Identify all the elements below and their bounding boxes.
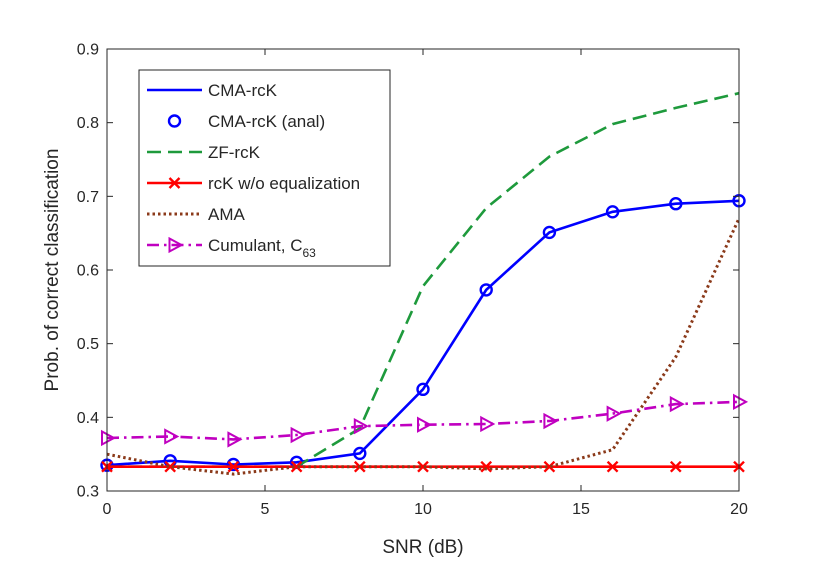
legend-label-0: CMA-rcK [208, 81, 278, 100]
legend-marker-5 [168, 236, 184, 254]
legend-item-2: ZF-rcK [147, 143, 261, 162]
x-tick-label-0: 0 [103, 501, 112, 518]
legend-item-3: rcK w/o equalization [147, 174, 360, 193]
series-layer [100, 91, 749, 476]
series-5-point-10 [733, 393, 749, 411]
series-4 [106, 217, 741, 476]
series-3-point-3 [290, 460, 303, 473]
series-5-point-4 [353, 417, 369, 435]
legend-box [138, 69, 391, 267]
legend-label-4: AMA [208, 205, 246, 224]
series-3-point-1 [164, 460, 177, 473]
y-tick-label-3: 0.6 [77, 263, 99, 280]
series-line-5 [106, 400, 740, 441]
series-3-point-8 [606, 460, 619, 473]
legend-label-text-3: rcK w/o equalization [208, 174, 360, 193]
series-5-point-3 [290, 426, 306, 444]
series-5-point-7 [543, 412, 559, 430]
legend-label-text-4: AMA [208, 205, 246, 224]
series-0 [106, 199, 740, 467]
series-5-point-9 [669, 395, 685, 413]
y-tick-label-2: 0.5 [77, 336, 99, 353]
series-1-point-2 [226, 457, 241, 472]
y-tick-label-4: 0.7 [77, 189, 99, 206]
legend-label-5: Cumulant, C63 [208, 236, 316, 260]
legend-label-text-2: ZF-rcK [208, 143, 261, 162]
x-axis-label: SNR (dB) [382, 537, 463, 558]
legend-label-text-1: CMA-rcK (anal) [208, 112, 325, 131]
x-tick-label-2: 10 [414, 501, 432, 518]
x-tick-label-4: 20 [730, 501, 748, 518]
legend-item-5: Cumulant, C63 [147, 236, 316, 260]
legend-marker-3 [168, 177, 181, 189]
series-3-point-9 [669, 460, 682, 473]
legend-label-text-5: Cumulant, C [208, 236, 302, 255]
legend: CMA-rcK CMA-rcK (anal) ZF-rcK rcK w/o equal… [138, 69, 391, 267]
series-5-point-8 [606, 405, 622, 422]
series-1-point-4 [353, 446, 367, 461]
series-5-point-5 [417, 416, 433, 433]
x-tick-label-3: 15 [572, 501, 590, 518]
y-tick-label-1: 0.4 [77, 410, 99, 427]
legend-item-4: AMA [147, 205, 246, 224]
series-1-point-5 [416, 382, 430, 397]
series-5 [101, 393, 749, 448]
series-3-point-7 [543, 460, 556, 473]
series-3-point-6 [480, 460, 493, 473]
series-5-point-1 [164, 428, 180, 445]
series-line-4 [106, 217, 741, 476]
x-tick-label-1: 5 [261, 501, 270, 518]
y-tick-label-0: 0.3 [77, 484, 99, 501]
y-tick-label-5: 0.8 [77, 115, 99, 132]
legend-item-1: CMA-rcK (anal) [167, 112, 325, 131]
legend-label-2: ZF-rcK [208, 143, 261, 162]
legend-label-1: CMA-rcK (anal) [208, 112, 325, 131]
legend-label-subscript-5: 63 [302, 246, 316, 260]
legend-marker-1 [167, 114, 182, 128]
series-1-point-7 [542, 225, 557, 240]
legend-item-0: CMA-rcK [147, 81, 278, 100]
legend-label-text-0: CMA-rcK [208, 81, 278, 100]
y-tick-label-6: 0.9 [77, 42, 99, 59]
series-5-point-2 [227, 431, 243, 448]
series-1-point-8 [605, 205, 620, 219]
series-5-point-0 [101, 429, 117, 447]
axes-layer: 0 5 10 15 20 0.3 0.4 0.5 0.6 0.7 0.8 0.9 [77, 42, 748, 519]
legend-label-3: rcK w/o equalization [208, 174, 360, 193]
y-axis-label: Prob. of correct classification [42, 149, 63, 392]
series-5-point-6 [480, 415, 496, 433]
series-1-point-9 [669, 196, 683, 211]
series-1-point-6 [479, 283, 493, 297]
series-3-point-5 [417, 460, 429, 473]
series-3-point-2 [227, 460, 240, 473]
series-line-0 [106, 199, 740, 467]
